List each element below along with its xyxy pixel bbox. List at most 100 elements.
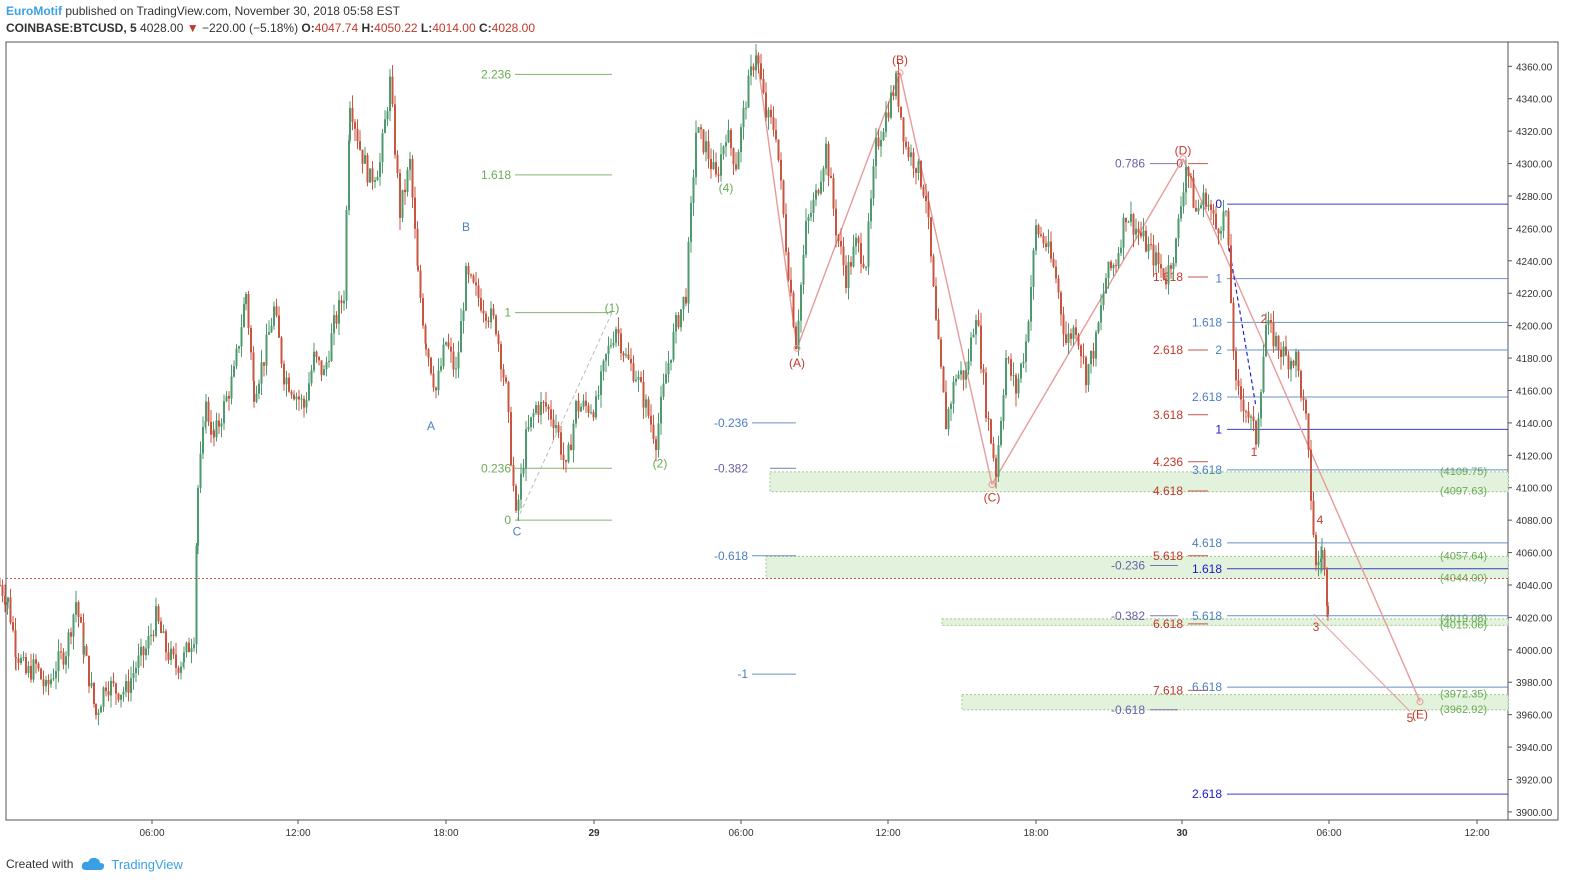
candle-body <box>1287 355 1290 370</box>
wave-label: 4 <box>1317 513 1324 527</box>
candle-body <box>406 169 409 193</box>
candle-body <box>920 161 922 187</box>
candle-body <box>268 332 270 335</box>
candle-body <box>414 197 416 229</box>
candle-body <box>170 648 172 660</box>
y-tick-label: 4080.00 <box>1516 516 1553 527</box>
candle-body <box>127 681 130 693</box>
candle-body <box>32 659 35 680</box>
candle-body <box>1265 324 1267 357</box>
candle-body <box>825 143 827 169</box>
zone-top-label: (4057.64) <box>1440 550 1487 562</box>
candle-body <box>1130 214 1132 222</box>
candle-body <box>730 130 732 149</box>
author-link[interactable]: EuroMotif <box>6 4 62 18</box>
candle-body <box>992 443 995 459</box>
candle-body <box>472 275 475 283</box>
candle-body <box>233 366 235 377</box>
candle-body <box>877 137 880 147</box>
candle-body <box>805 220 807 255</box>
candle-body <box>1317 561 1320 566</box>
candle-body <box>379 162 381 177</box>
fib-label: 7.618 <box>1153 683 1183 697</box>
candle-body <box>1075 327 1077 335</box>
candle-body <box>975 320 977 335</box>
candle-body <box>1225 210 1227 212</box>
candle-body <box>1222 211 1225 231</box>
wave-label: 5 <box>1407 711 1414 725</box>
candle-body <box>1190 176 1192 178</box>
candle-body <box>760 63 762 79</box>
candle-body <box>145 648 147 656</box>
candle-body <box>88 655 90 687</box>
candle-body <box>147 636 150 649</box>
candle-body <box>995 458 997 477</box>
wave-line <box>1182 158 1421 702</box>
candle-body <box>537 405 540 415</box>
candle-body <box>1210 204 1212 211</box>
candle-body <box>1065 334 1067 343</box>
candle-body <box>832 178 835 209</box>
candle-body <box>625 354 627 356</box>
y-tick-label: 4300.00 <box>1516 160 1553 171</box>
candle-body <box>565 460 567 462</box>
candle-body <box>1067 333 1070 343</box>
candle-body <box>399 173 401 218</box>
wave-label: (D) <box>1175 144 1192 158</box>
candle-body <box>547 406 550 410</box>
candle-body <box>1315 534 1317 566</box>
candle-body <box>522 468 525 474</box>
candle-body <box>585 400 587 406</box>
candle-body <box>792 292 795 327</box>
candle-body <box>401 189 404 218</box>
x-tick-label: 30 <box>1176 828 1188 839</box>
footer: Created with TradingView <box>6 853 183 875</box>
candle-body <box>720 154 722 176</box>
tradingview-brand[interactable]: TradingView <box>81 857 183 872</box>
candle-body <box>997 445 1000 477</box>
candle-body <box>922 186 925 196</box>
candle-body <box>497 334 500 345</box>
candle-body <box>1182 192 1185 207</box>
candle-body <box>20 658 22 663</box>
candle-body <box>290 391 293 395</box>
candle-body <box>592 412 595 418</box>
candle-body <box>617 329 620 334</box>
y-tick-label: 3980.00 <box>1516 678 1553 689</box>
fib-label: 3.618 <box>1153 408 1183 422</box>
candle-body <box>1045 243 1047 248</box>
candle-body <box>238 346 240 349</box>
fib-label: 2.618 <box>1192 787 1222 801</box>
candle-body <box>1217 228 1220 234</box>
candle-body <box>470 274 472 276</box>
candle-body <box>15 656 17 659</box>
candle-body <box>223 401 225 424</box>
candle-body <box>777 139 780 160</box>
candle-body <box>42 679 45 687</box>
candle-body <box>1142 230 1145 237</box>
candle-body <box>349 108 351 141</box>
candle-body <box>356 128 359 142</box>
candle-body <box>990 419 992 444</box>
candle-body <box>122 691 125 695</box>
candle-body <box>980 325 982 369</box>
candle-body <box>140 646 142 656</box>
candle-body <box>695 132 697 178</box>
fib-label: -0.382 <box>714 461 748 475</box>
candle-body <box>1002 395 1005 422</box>
candle-body <box>47 680 50 685</box>
candle-body <box>442 344 445 367</box>
candle-body <box>655 439 657 451</box>
candle-body <box>330 333 333 361</box>
candle-body <box>542 401 545 403</box>
candle-body <box>60 651 62 653</box>
candle-body <box>577 400 580 412</box>
candle-body <box>925 195 927 202</box>
wave-label: (E) <box>1412 708 1428 722</box>
candle-body <box>315 351 318 357</box>
candle-body <box>820 181 822 194</box>
candle-body <box>770 109 772 118</box>
candle-body <box>735 164 737 170</box>
candle-body <box>384 119 386 134</box>
